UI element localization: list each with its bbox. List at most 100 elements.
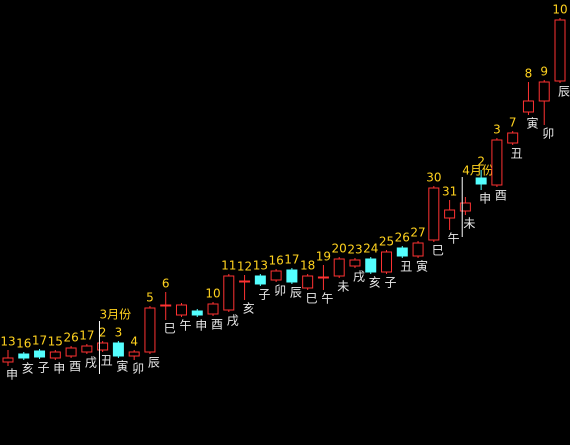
- candle-body: [254, 275, 266, 285]
- day-label: 20: [332, 242, 347, 256]
- day-label: 5: [146, 291, 154, 305]
- day-label: 10: [552, 3, 567, 17]
- candle-body: [302, 275, 314, 289]
- candle-body: [428, 187, 440, 241]
- candle-body: [554, 19, 566, 82]
- branch-label: 子: [385, 276, 397, 290]
- day-label: 9: [540, 65, 548, 79]
- day-label: 3: [115, 326, 123, 340]
- day-label: 3: [493, 123, 501, 137]
- day-label: 15: [48, 335, 63, 349]
- candle-body: [475, 177, 487, 185]
- day-label: 2: [99, 326, 107, 340]
- candle-body: [333, 258, 345, 277]
- branch-label: 酉: [211, 318, 223, 332]
- branch-label: 卯: [274, 284, 286, 298]
- candle-body: [34, 350, 46, 358]
- day-label: 7: [509, 116, 517, 130]
- branch-label: 巳: [164, 322, 176, 336]
- candle-body: [349, 259, 361, 267]
- branch-label: 辰: [558, 85, 570, 99]
- branch-label: 卯: [132, 362, 144, 376]
- candle-body: [49, 351, 61, 359]
- day-label: 19: [316, 250, 331, 264]
- branch-label: 戌: [227, 314, 239, 328]
- day-label: 30: [426, 171, 441, 185]
- day-label: 10: [205, 287, 220, 301]
- candle-body: [522, 100, 534, 113]
- candle-body: [175, 304, 187, 316]
- branch-label: 午: [448, 232, 460, 246]
- branch-label: 酉: [495, 189, 507, 203]
- branch-label: 申: [479, 192, 491, 206]
- candle-body: [286, 269, 298, 283]
- candle-body: [270, 270, 282, 281]
- day-label: 17: [32, 334, 47, 348]
- day-label: 16: [268, 254, 283, 268]
- branch-label: 申: [53, 362, 65, 376]
- candle-body: [365, 258, 377, 273]
- branch-label: 酉: [69, 360, 81, 374]
- month-label: 4月份: [462, 164, 494, 178]
- day-label: 16: [16, 337, 31, 351]
- branch-label: 辰: [148, 356, 160, 370]
- branch-label: 申: [6, 368, 18, 382]
- day-label: 13: [0, 335, 15, 349]
- branch-label: 寅: [116, 359, 128, 374]
- day-label: 17: [79, 329, 94, 343]
- branch-label: 辰: [290, 286, 302, 300]
- day-label: 2: [477, 155, 485, 169]
- branch-label: 丑: [101, 354, 113, 368]
- candle-body: [317, 276, 329, 279]
- candle-body: [444, 209, 456, 219]
- day-label: 18: [300, 259, 315, 273]
- branch-label: 亥: [22, 362, 34, 376]
- candle-body: [65, 347, 77, 357]
- branch-label: 寅: [416, 259, 428, 274]
- candle-body: [81, 345, 93, 353]
- candle-body: [191, 310, 203, 316]
- branch-label: 巳: [306, 292, 318, 306]
- branch-label: 子: [38, 361, 50, 375]
- candle-body: [207, 303, 219, 315]
- day-label: 8: [525, 67, 533, 81]
- candle-body: [128, 351, 140, 357]
- candle-body: [18, 353, 30, 359]
- branch-label: 丑: [511, 147, 523, 161]
- candle-body: [144, 307, 156, 353]
- day-label: 11: [221, 259, 236, 273]
- day-label: 26: [63, 331, 78, 345]
- day-label: 12: [237, 260, 252, 274]
- day-label: 17: [284, 253, 299, 267]
- candle-body: [507, 132, 519, 144]
- branch-label: 寅: [526, 116, 538, 131]
- branch-label: 未: [337, 280, 349, 294]
- branch-label: 卯: [542, 127, 554, 141]
- candle-body: [538, 81, 550, 102]
- day-label: 27: [410, 226, 425, 240]
- candle-body: [97, 342, 109, 351]
- branch-label: 午: [179, 319, 191, 333]
- day-label: 13: [253, 259, 268, 273]
- candle-body: [223, 275, 235, 311]
- day-label: 31: [442, 185, 457, 199]
- branch-label: 丑: [400, 260, 412, 274]
- candle-body: [381, 251, 393, 273]
- candle-body: [412, 242, 424, 257]
- branch-label: 戌: [353, 270, 365, 284]
- branch-label: 子: [258, 288, 270, 302]
- day-label: 23: [347, 243, 362, 257]
- candle-body: [160, 304, 172, 307]
- candle-body: [396, 247, 408, 257]
- day-label: 4: [130, 335, 138, 349]
- branch-label: 午: [321, 292, 333, 306]
- candle-body: [491, 139, 503, 186]
- day-label: 6: [162, 277, 170, 291]
- month-label: 3月份: [99, 308, 131, 322]
- candle-body: [459, 202, 471, 212]
- branch-label: 申: [195, 319, 207, 333]
- day-label: 26: [395, 231, 410, 245]
- day-label: 24: [363, 242, 378, 256]
